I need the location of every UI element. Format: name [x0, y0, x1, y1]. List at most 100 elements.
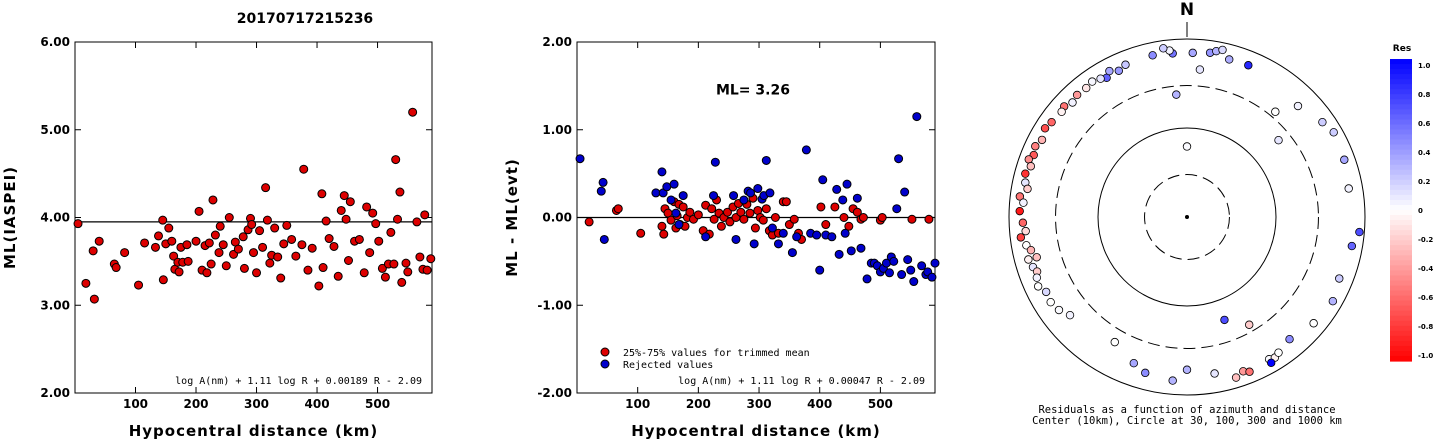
- colorbar-segment: [1390, 240, 1412, 246]
- data-point: [707, 204, 717, 214]
- station-residual: [1026, 245, 1036, 255]
- colorbar-segment: [1390, 159, 1412, 166]
- data-point: [812, 230, 822, 240]
- polar-caption-line2: Center (10km), Circle at 30, 100, 300 an…: [1032, 415, 1342, 427]
- residual-colorbar: Res 1.0 0.8 0.6 0.4 0.2 0 -0.2 -0.4 -0.6 -0.8 -1.0: [1390, 44, 1433, 362]
- data-point: [827, 232, 837, 242]
- station-residual: [1188, 48, 1197, 58]
- data-point: [158, 275, 168, 285]
- data-point: [678, 191, 688, 201]
- colorbar-label: -1.0: [1418, 352, 1433, 360]
- data-point: [208, 195, 218, 205]
- data-point: [598, 177, 608, 187]
- station-residual: [1210, 369, 1219, 378]
- station-residual: [1032, 253, 1041, 262]
- data-point: [265, 258, 275, 268]
- data-point: [894, 154, 904, 164]
- data-point: [89, 294, 99, 304]
- data-point: [815, 265, 825, 275]
- data-point: [818, 175, 828, 185]
- data-point: [362, 202, 372, 212]
- data-point: [174, 267, 184, 277]
- data-point: [317, 189, 327, 199]
- y-tick-label: 2.00: [40, 386, 70, 400]
- station-residual: [1024, 255, 1033, 264]
- y-tick-label: 6.00: [40, 35, 70, 49]
- station-residual: [1057, 107, 1066, 117]
- data-point: [420, 210, 430, 220]
- y-tick-label: 3.00: [40, 298, 70, 312]
- colorbar-label: 0.8: [1418, 91, 1431, 99]
- colorbar-segment: [1390, 290, 1412, 297]
- data-point: [403, 267, 413, 277]
- y-tick-label: 2.00: [542, 35, 572, 49]
- data-point: [422, 265, 432, 275]
- colorbar-label: 0.2: [1418, 178, 1431, 186]
- data-point: [801, 145, 811, 155]
- colorbar-segment: [1390, 109, 1412, 115]
- colorbar-segment: [1390, 104, 1412, 110]
- data-point: [202, 268, 212, 278]
- data-point: [111, 263, 121, 273]
- data-point: [88, 246, 98, 256]
- station-residual: [1026, 162, 1036, 171]
- data-point: [314, 281, 324, 291]
- data-point: [877, 213, 887, 222]
- colorbar-title: Res: [1393, 44, 1411, 54]
- data-point: [856, 243, 866, 253]
- colorbar-segment: [1390, 114, 1412, 120]
- x-tick-label: 200: [686, 397, 711, 411]
- colorbar-segment: [1390, 340, 1412, 347]
- station-residual: [1110, 337, 1119, 347]
- data-point: [657, 221, 667, 231]
- regression-formula: log A(nm) + 1.11 log R + 0.00189 R - 2.0…: [175, 376, 422, 387]
- data-point: [81, 278, 91, 288]
- station-residual: [1271, 107, 1280, 116]
- colorbar-segment: [1390, 169, 1412, 176]
- colorbar-segment: [1390, 220, 1412, 226]
- data-point: [903, 255, 913, 265]
- data-point: [693, 210, 703, 220]
- data-point: [374, 236, 384, 246]
- y-tick-label: 4.00: [40, 211, 70, 225]
- x-tick-label: 500: [868, 397, 893, 411]
- data-point: [386, 227, 396, 237]
- station-residual: [1344, 184, 1353, 193]
- station-residual: [1168, 376, 1177, 385]
- data-point: [613, 204, 623, 214]
- data-point: [391, 155, 401, 165]
- data-point: [745, 208, 755, 218]
- data-point: [930, 258, 940, 268]
- y-axis-title: ML - ML(evt): [503, 158, 521, 276]
- data-point: [233, 244, 243, 254]
- data-point: [666, 215, 676, 225]
- data-point: [287, 234, 297, 244]
- colorbar-segment: [1390, 230, 1412, 236]
- data-point: [900, 187, 910, 197]
- data-point: [333, 271, 343, 281]
- colorbar-segment: [1390, 129, 1412, 136]
- data-point: [221, 261, 231, 271]
- station-residual: [1244, 61, 1253, 70]
- x-tick-label: 200: [183, 397, 208, 411]
- data-point: [710, 157, 720, 167]
- station-residual: [1087, 77, 1097, 86]
- colorbar-segment: [1390, 144, 1412, 151]
- station-residual: [1328, 296, 1338, 306]
- station-residual: [1121, 60, 1130, 69]
- residual-vs-distance-chart: -2.00 -1.00 0.00 1.00 2.00 100 200 300 400 500 Hyp…: [503, 35, 940, 440]
- x-tick-label: 400: [305, 397, 330, 411]
- data-point: [273, 252, 283, 262]
- data-point: [167, 236, 177, 246]
- data-point: [636, 228, 646, 238]
- data-point: [389, 259, 399, 269]
- data-point: [270, 223, 280, 233]
- station-residual: [1021, 226, 1030, 236]
- data-point: [377, 263, 387, 273]
- station-residual: [1129, 359, 1138, 368]
- y-tick-label: 1.00: [542, 123, 572, 137]
- station-residual: [1245, 320, 1254, 329]
- data-point: [94, 236, 104, 246]
- colorbar-segment: [1390, 99, 1412, 105]
- x-axis-title: Hypocentral distance (km): [129, 422, 379, 440]
